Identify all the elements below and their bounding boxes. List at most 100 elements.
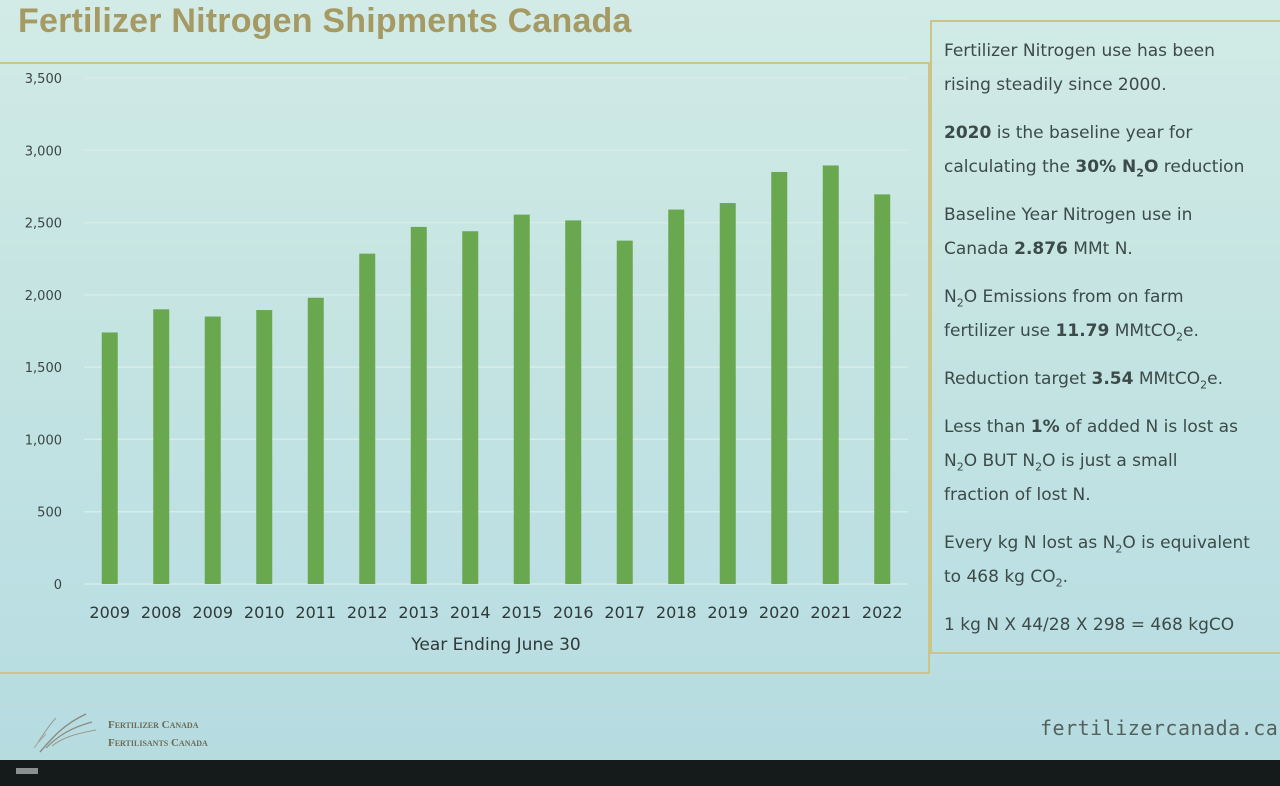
note-emissions: N2O Emissions from on farm fertilizer us… (944, 280, 1280, 348)
loss-pct: 1% (1030, 417, 1060, 437)
loss-text3: is just a small (1060, 451, 1178, 471)
loss-text: of added N is lost as (1065, 417, 1238, 437)
note-rising-line1: Fertilizer Nitrogen use has been (944, 41, 1215, 61)
loss-n2o-n: N (944, 451, 957, 471)
x-tick-label: 2009 (89, 603, 130, 622)
loss-n2o-sub: 2 (956, 460, 964, 474)
note-rising: Fertilizer Nitrogen use has been rising … (944, 34, 1280, 102)
x-tick-label: 2010 (244, 603, 285, 622)
note-baseline-year: 2020 is the baseline year for calculatin… (944, 116, 1280, 184)
bar (410, 226, 427, 584)
y-tick-label: 2,500 (25, 217, 62, 232)
loss-prefix: Less than (944, 417, 1026, 437)
note-formula: 1 kg N X 44/28 X 298 = 468 kgCO (944, 608, 1280, 642)
y-tick-label: 0 (54, 578, 62, 593)
note-equivalent: Every kg N lost as N2O is equivalent to … (944, 526, 1280, 594)
emissions-unit-end: e. (1183, 321, 1199, 341)
baseline-use-label: Baseline Year Nitrogen use in (944, 205, 1193, 225)
equiv-n2o-o: O (1122, 533, 1136, 553)
x-tick-label: 2013 (398, 603, 439, 622)
baseline-use-value: 2.876 (1014, 239, 1068, 259)
note-loss: Less than 1% of added N is lost as N2O B… (944, 410, 1280, 512)
footer-logo-text: Fertilizer Canada Fertilisants Canada (108, 716, 208, 752)
loss-text4: fraction of lost N. (944, 485, 1091, 505)
x-tick-label: 2011 (295, 603, 336, 622)
loss-text2: BUT (982, 451, 1018, 471)
target-unit: MMtCO (1138, 369, 1201, 389)
equiv-text2: is equivalent (1141, 533, 1250, 553)
n2o-n: N (1122, 157, 1137, 177)
logo-line-en: Fertilizer Canada (108, 719, 199, 731)
equiv-sub: 2 (1055, 576, 1063, 590)
bar (822, 165, 839, 585)
y-tick-label: 2,000 (25, 289, 62, 304)
baseline-use-country: Canada (944, 239, 1009, 259)
emissions-unit-sub: 2 (1176, 330, 1183, 344)
x-tick-label: 2015 (501, 603, 542, 622)
chart-frame: 0 500 1,000 1,500 2,000 2,500 3,000 3,500 2009 20… (0, 62, 930, 674)
y-tick-label: 1,000 (25, 433, 62, 448)
note-target: Reduction target 3.54 MMtCO2e. (944, 362, 1280, 396)
wheat-logo-icon (33, 713, 97, 753)
bottom-bar-mark (16, 768, 38, 774)
loss-n2o2-sub: 2 (1035, 460, 1043, 474)
reduction-pct: 30% (1075, 157, 1117, 177)
target-value: 3.54 (1091, 369, 1134, 389)
equiv-n2o-n: N (1102, 533, 1116, 553)
bar (771, 171, 788, 584)
bar (513, 214, 530, 584)
bar (565, 220, 582, 584)
x-tick-label: 2017 (604, 603, 645, 622)
bar (616, 240, 633, 584)
baseline-use-unit: MMt N. (1073, 239, 1133, 259)
x-tick-label: 2019 (707, 603, 748, 622)
x-tick-label: 2018 (656, 603, 697, 622)
reduction-word: reduction (1163, 157, 1245, 177)
x-tick-label: 2012 (347, 603, 388, 622)
logo-line-fr: Fertilisants Canada (108, 737, 208, 749)
emissions-unit: MMtCO (1114, 321, 1176, 341)
n2o-sub: 2 (1136, 166, 1144, 180)
bar (462, 231, 479, 584)
target-label: Reduction target (944, 369, 1087, 389)
x-tick-label: 2008 (141, 603, 182, 622)
emissions-label2: fertilizer use (944, 321, 1051, 341)
y-tick-label: 3,500 (25, 72, 62, 87)
screen-bottom-bar (0, 760, 1280, 786)
bar (874, 194, 891, 584)
y-tick-label: 500 (37, 506, 62, 521)
baseline-year-text: is the baseline year for (996, 123, 1193, 143)
bar (101, 332, 118, 584)
x-tick-label: 2016 (553, 603, 594, 622)
reduction-target-label: 30% N2O (1075, 157, 1159, 180)
bar (153, 309, 170, 584)
y-tick-label: 3,000 (25, 144, 62, 159)
x-tick-label: 2014 (450, 603, 491, 622)
target-unit-sub: 2 (1200, 378, 1208, 392)
emissions-n2o-sub: 2 (956, 296, 964, 310)
bar (307, 297, 324, 584)
loss-n2o2-o: O (1042, 451, 1056, 471)
n2o-o: O (1143, 157, 1159, 177)
bar (256, 310, 273, 584)
loss-n2o2-n: N (1022, 451, 1036, 471)
equiv-n2o-sub: 2 (1115, 542, 1123, 556)
bar (668, 209, 685, 584)
footer-url: fertilizercanada.ca (1040, 716, 1279, 740)
y-tick-label: 1,500 (25, 361, 62, 376)
note-baseline-use: Baseline Year Nitrogen use in Canada 2.8… (944, 198, 1280, 266)
baseline-year: 2020 (944, 123, 992, 143)
page-title: Fertilizer Nitrogen Shipments Canada (18, 2, 632, 40)
loss-n2o-o: O (963, 451, 978, 471)
bar (719, 203, 736, 584)
emissions-n2o-n: N (944, 287, 957, 307)
equiv-text3: to 468 kg CO (944, 567, 1056, 587)
formula: 1 kg N X 44/28 X 298 = 468 kgCO (944, 615, 1235, 635)
equiv-end: . (1062, 567, 1069, 587)
x-axis-label: Year Ending June 30 (410, 635, 580, 655)
x-tick-label: 2020 (759, 603, 800, 622)
emissions-n2o-o: O (963, 287, 978, 307)
x-tick-label: 2021 (810, 603, 851, 622)
bar-chart: 0 500 1,000 1,500 2,000 2,500 3,000 3,500 2009 20… (25, 72, 908, 655)
calc-text: calculating the (944, 157, 1071, 177)
